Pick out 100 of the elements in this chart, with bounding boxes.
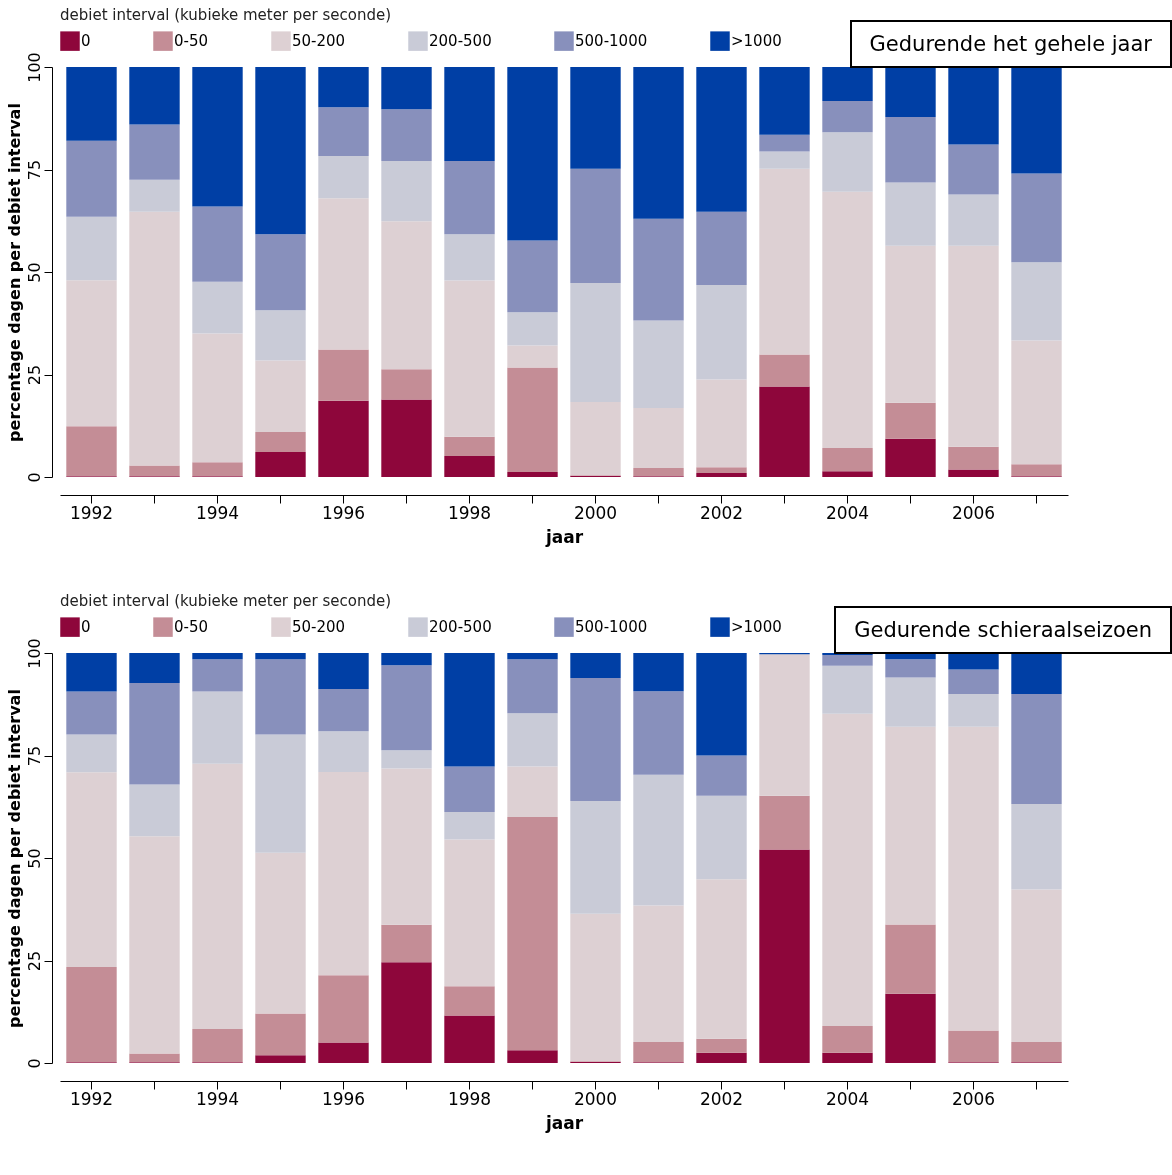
bar	[318, 771, 369, 976]
bar	[381, 399, 432, 477]
bar	[318, 1042, 369, 1063]
bar	[570, 67, 621, 169]
bar	[696, 1052, 747, 1063]
bar	[444, 812, 495, 840]
bar	[192, 763, 243, 1029]
legend-label: >1000	[731, 618, 782, 637]
bar	[696, 67, 747, 212]
legend-title: debiet interval (kubieke meter per seconde)	[60, 592, 392, 610]
bar	[1011, 694, 1062, 804]
x-tick-label: 2004	[825, 502, 870, 523]
bar	[696, 467, 747, 473]
bar	[507, 67, 558, 241]
bar	[444, 456, 495, 477]
bar	[507, 345, 558, 368]
bar	[318, 155, 369, 199]
bar	[696, 285, 747, 380]
bar	[129, 211, 180, 466]
bar	[822, 1052, 873, 1063]
bar	[192, 653, 243, 660]
bar	[444, 1015, 495, 1063]
bar	[885, 402, 936, 439]
bar	[948, 144, 999, 195]
bar	[948, 669, 999, 694]
bar	[759, 795, 810, 850]
bar	[66, 734, 117, 773]
bar	[381, 221, 432, 370]
x-tick-label: 2004	[825, 1088, 870, 1109]
bar	[318, 198, 369, 350]
bar	[822, 665, 873, 714]
bar	[885, 924, 936, 994]
legend-title: debiet interval (kubieke meter per seconde)	[60, 6, 392, 24]
bar	[885, 659, 936, 678]
legend-label: 200-500	[429, 618, 492, 637]
bar	[696, 879, 747, 1039]
y-tick-label: 50	[24, 848, 44, 869]
legend-label: 0-50	[174, 618, 209, 637]
y-axis-title: percentage dagen per debiet interval	[4, 103, 24, 442]
bar	[822, 471, 873, 477]
bar	[255, 653, 306, 660]
y-tick-label: 50	[24, 262, 44, 283]
bar	[1011, 889, 1062, 1043]
bar	[507, 653, 558, 660]
bar	[66, 216, 117, 281]
bar	[759, 151, 810, 169]
bar	[381, 67, 432, 110]
note-box: Gedurende het gehele jaar	[849, 20, 1172, 68]
x-axis-title: jaar	[544, 526, 584, 547]
bar	[1011, 803, 1062, 890]
bar	[192, 691, 243, 764]
bar	[633, 905, 684, 1043]
bar	[822, 713, 873, 1027]
bar	[192, 281, 243, 334]
bar	[507, 312, 558, 346]
bar	[696, 755, 747, 796]
bar	[570, 283, 621, 402]
bar	[633, 320, 684, 409]
legend-label: 200-500	[429, 32, 492, 51]
x-tick-label: 2002	[699, 502, 744, 523]
bar	[1011, 464, 1062, 477]
y-tick-label: 75	[24, 745, 44, 767]
bar	[444, 766, 495, 813]
bar	[381, 369, 432, 400]
bar	[507, 817, 558, 1051]
legend-label: 50-200	[292, 32, 346, 51]
bar	[66, 67, 117, 141]
bar	[633, 774, 684, 906]
bar	[381, 665, 432, 751]
x-tick-label: 1994	[195, 502, 240, 523]
bar	[255, 310, 306, 361]
bar	[192, 67, 243, 207]
bar	[570, 678, 621, 802]
bar	[129, 653, 180, 683]
bar	[570, 653, 621, 679]
bar	[318, 67, 369, 108]
bar	[318, 975, 369, 1043]
bar	[822, 101, 873, 133]
bar	[633, 653, 684, 692]
bar	[1011, 653, 1062, 694]
bar	[885, 677, 936, 727]
x-tick-label: 2000	[573, 1088, 618, 1109]
x-tick-label: 2000	[573, 502, 618, 523]
bar	[570, 168, 621, 284]
bar	[381, 653, 432, 666]
bar	[696, 653, 747, 756]
bar	[444, 653, 495, 767]
bar	[66, 426, 117, 477]
bar	[822, 191, 873, 448]
bar	[570, 913, 621, 1062]
bar	[129, 124, 180, 180]
bar	[1011, 1042, 1062, 1063]
bar	[948, 245, 999, 447]
bar	[66, 140, 117, 217]
x-tick-label: 1998	[447, 1088, 492, 1109]
bar	[318, 400, 369, 477]
bar	[1011, 67, 1062, 174]
bar	[633, 408, 684, 468]
bar	[381, 962, 432, 1063]
bar	[507, 659, 558, 714]
